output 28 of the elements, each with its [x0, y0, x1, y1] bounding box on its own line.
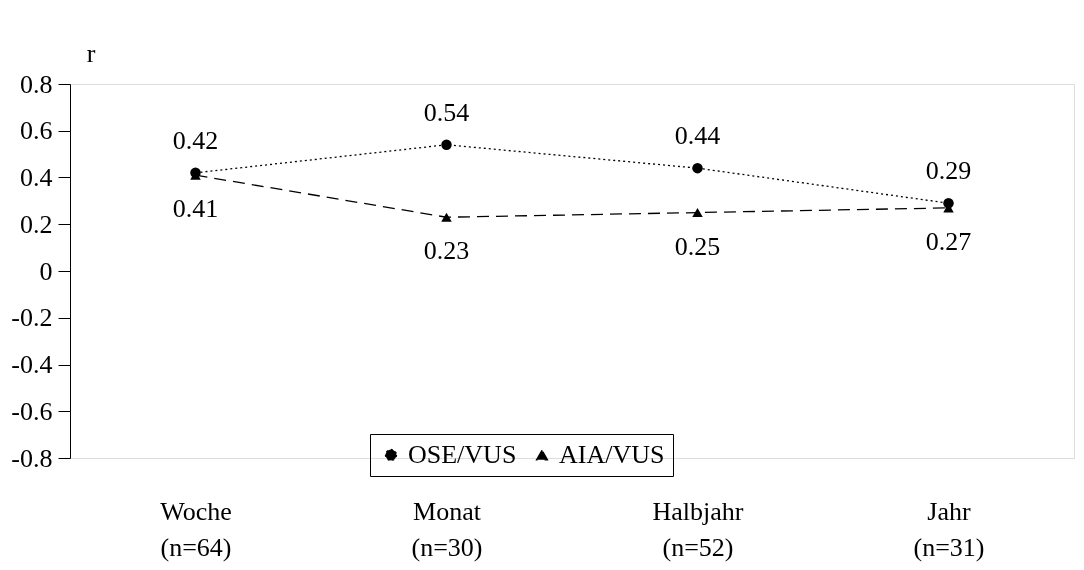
y-tick-label: -0.6: [11, 396, 53, 426]
data-label: 0.23: [423, 236, 470, 266]
y-tick-label: 0.2: [20, 209, 53, 239]
x-tick-label: Monat (n=30): [411, 496, 483, 562]
data-label: 0.44: [674, 121, 721, 151]
y-tick-label: -0.8: [11, 443, 53, 473]
y-tick-label: 0: [39, 256, 53, 286]
data-label: 0.27: [925, 226, 972, 256]
point: [441, 139, 452, 151]
y-tick-label: 0.4: [20, 163, 53, 192]
data-label: 0.29: [925, 156, 972, 186]
y-tick-label: -0.2: [11, 303, 53, 333]
point: [692, 162, 703, 174]
point: [692, 208, 703, 218]
data-label: 0.54: [423, 97, 470, 127]
data-label: 0.41: [172, 194, 219, 224]
y-axis-title: r: [86, 38, 96, 68]
x-tick-label: Woche (n=64): [160, 496, 232, 562]
y-tick-label: 0.8: [20, 69, 53, 99]
legend-label: AIA/VUS: [559, 440, 665, 469]
x-tick-label: Halbjahr (n=52): [652, 496, 744, 562]
data-label: 0.42: [172, 125, 219, 155]
x-tick-label: Jahr (n=31): [913, 496, 985, 562]
y-tick-label: -0.4: [11, 350, 53, 379]
y-tick-label: 0.6: [20, 116, 53, 146]
point: [441, 212, 452, 222]
data-label: 0.25: [674, 231, 721, 261]
legend-label: OSE/VUS: [408, 440, 517, 469]
